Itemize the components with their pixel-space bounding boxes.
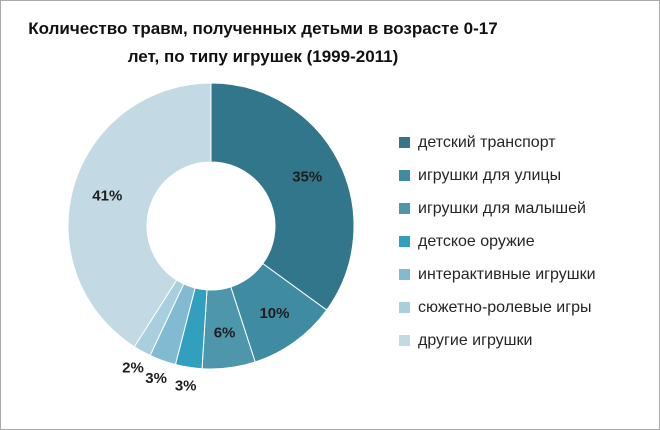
data-label: 10% (259, 305, 289, 322)
legend-label: другие игрушки (418, 331, 533, 349)
legend-item-6: сюжетно-ролевые игры (399, 291, 596, 324)
data-label: 35% (292, 168, 322, 185)
legend-swatch-icon (399, 236, 410, 247)
data-label: 3% (145, 370, 167, 387)
chart-title-line1: Количество травм, полученных детьми в во… (28, 19, 498, 38)
legend-item-2: игрушки для улицы (399, 159, 596, 192)
legend-swatch-icon (399, 137, 410, 148)
chart-legend: детский транспорт игрушки для улицы игрушк… (399, 126, 596, 357)
legend-swatch-icon (399, 269, 410, 280)
legend-label: игрушки для малышей (418, 199, 586, 217)
legend-swatch-icon (399, 170, 410, 181)
legend-label: сюжетно-ролевые игры (418, 298, 592, 316)
data-label: 2% (122, 359, 144, 376)
chart-title: Количество травм, полученных детьми в во… (3, 15, 523, 71)
legend-item-1: детский транспорт (399, 126, 596, 159)
legend-label: детское оружие (418, 232, 535, 250)
legend-label: детский транспорт (418, 133, 556, 151)
legend-label: интерактивные игрушки (418, 265, 596, 283)
legend-swatch-icon (399, 302, 410, 313)
chart-title-line2: лет, по типу игрушек (1999-2011) (127, 47, 399, 66)
legend-swatch-icon (399, 203, 410, 214)
data-label: 3% (175, 378, 197, 395)
pie-slice-7 (67, 82, 212, 348)
legend-item-3: игрушки для малышей (399, 192, 596, 225)
data-label: 6% (214, 325, 236, 342)
legend-swatch-icon (399, 335, 410, 346)
legend-item-7: другие игрушки (399, 324, 596, 357)
legend-item-4: детское оружие (399, 225, 596, 258)
legend-label: игрушки для улицы (418, 166, 562, 184)
data-label: 41% (92, 187, 122, 204)
legend-item-5: интерактивные игрушки (399, 258, 596, 291)
pie-slice-1 (210, 82, 355, 311)
